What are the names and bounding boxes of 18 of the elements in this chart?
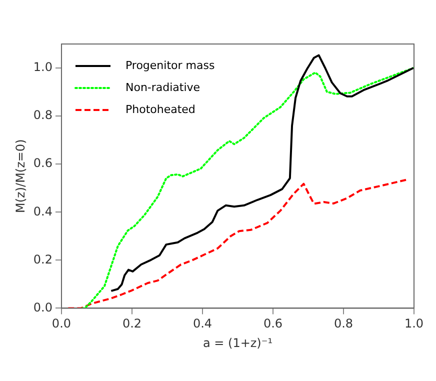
y-tick-label: 0.8 [33, 108, 52, 122]
x-tick-label: 0.6 [263, 316, 283, 331]
x-tick-label: 0.0 [52, 316, 72, 331]
y-tick-label: 0.6 [33, 156, 52, 170]
legend-label: Photoheated [125, 102, 196, 116]
x-tick-label: 0.4 [192, 316, 212, 331]
x-axis-title: a = (1+z)⁻¹ [202, 336, 273, 350]
x-tick-label: 0.8 [334, 316, 354, 331]
line-series [67, 178, 408, 308]
y-tick-label: 0.0 [33, 300, 52, 314]
y-tick-label: 0.4 [33, 204, 52, 218]
y-tick-label: 1.0 [33, 60, 52, 74]
legend-label: Non-radiative [125, 80, 200, 94]
x-tick-label: 1.0 [404, 316, 424, 331]
legend-label: Progenitor mass [125, 58, 215, 72]
x-tick-label: 0.2 [122, 316, 142, 331]
y-axis-title: M(z)/M(z=0) [13, 139, 28, 213]
y-tick-label: 0.2 [33, 252, 52, 266]
